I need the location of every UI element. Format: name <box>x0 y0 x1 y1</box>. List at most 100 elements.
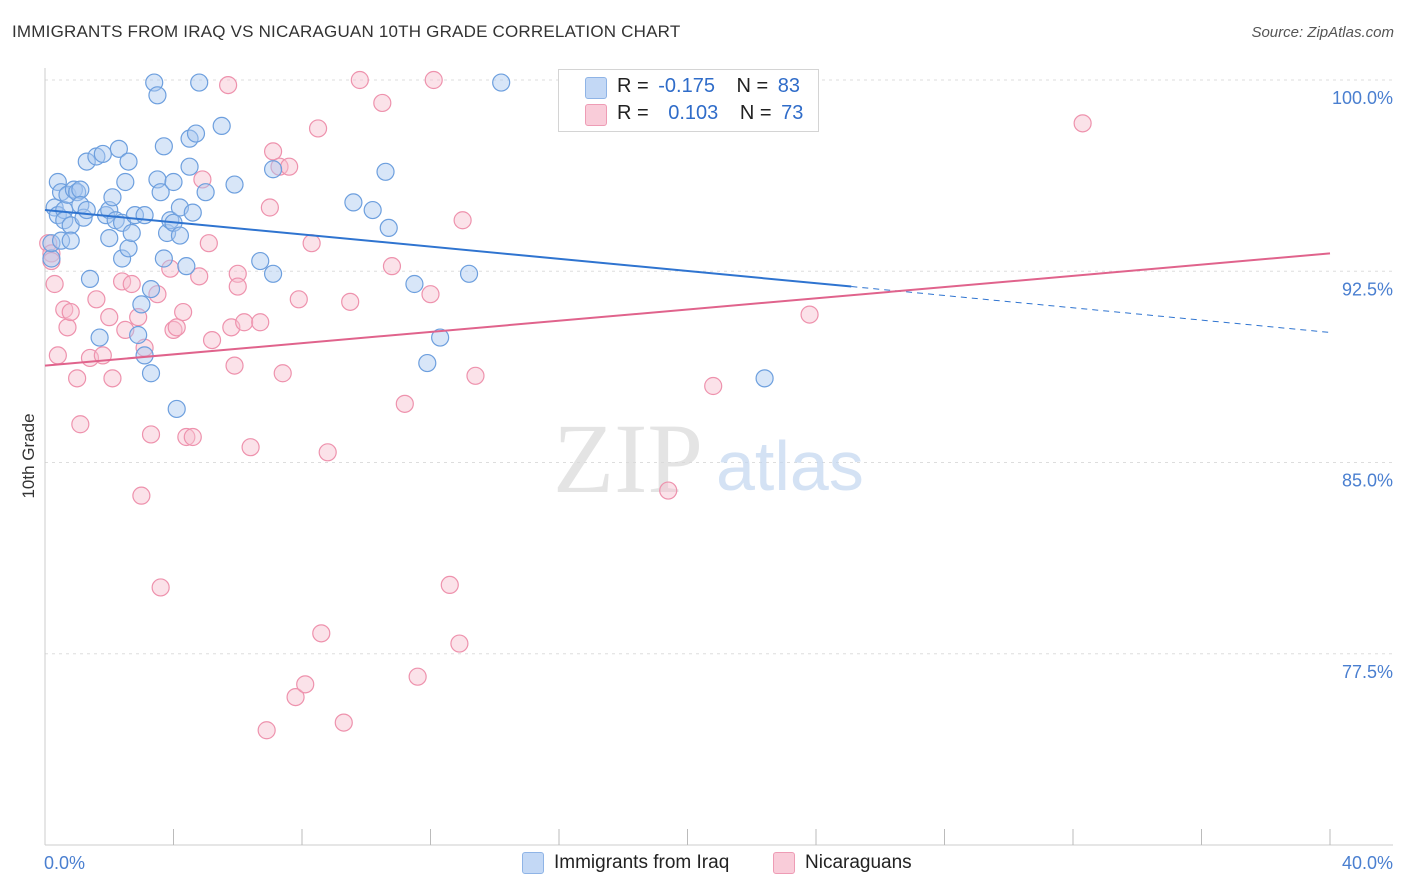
data-point <box>48 346 67 365</box>
data-point <box>263 142 283 161</box>
data-point <box>100 229 119 248</box>
data-point <box>68 369 87 388</box>
data-point <box>251 251 270 271</box>
series-immigrants-from-iraq <box>42 73 774 419</box>
data-point <box>141 280 161 299</box>
data-point <box>286 687 305 707</box>
data-point <box>186 124 206 143</box>
data-point <box>141 364 161 383</box>
data-point <box>71 180 90 199</box>
y-tick-label: 100.0% <box>1332 88 1393 108</box>
data-point <box>260 198 279 217</box>
data-point <box>334 713 353 732</box>
y-axis-label: 10th Grade <box>19 413 38 498</box>
data-point <box>418 353 437 373</box>
data-point <box>119 152 138 171</box>
data-point <box>164 320 183 339</box>
data-point <box>659 481 678 500</box>
data-point <box>405 274 424 294</box>
data-point <box>151 578 170 597</box>
trend-lines <box>44 209 1331 367</box>
x-tick-label: 40.0% <box>1342 853 1393 873</box>
data-point <box>51 231 71 250</box>
data-point <box>132 486 151 505</box>
source-credit: Source: ZipAtlas.com <box>1251 24 1394 41</box>
y-tick-label: 77.5% <box>1342 662 1393 682</box>
y-tick-label: 85.0% <box>1342 471 1393 491</box>
data-point <box>280 157 299 176</box>
data-point <box>71 415 90 434</box>
data-point <box>251 313 270 332</box>
data-point <box>93 144 112 164</box>
data-point <box>440 575 459 595</box>
r-label: R = <box>617 102 649 124</box>
legend-swatch-pink <box>585 104 607 126</box>
data-point <box>241 438 260 457</box>
data-point <box>77 152 96 171</box>
r-value: 0.103 <box>668 102 719 124</box>
data-point <box>61 231 80 250</box>
data-point <box>379 218 398 237</box>
data-point <box>183 427 202 447</box>
data-point <box>363 200 382 220</box>
data-point <box>112 249 132 268</box>
data-point <box>308 119 328 138</box>
data-point <box>263 264 283 283</box>
data-point <box>424 70 443 90</box>
data-point <box>132 295 151 314</box>
data-point <box>273 364 292 383</box>
data-point <box>135 206 154 225</box>
data-point <box>42 249 61 268</box>
data-point <box>64 180 84 199</box>
legend-label: Immigrants from Iraq <box>554 852 730 873</box>
trend-line-iraq-extension <box>851 286 1331 333</box>
data-point <box>225 175 244 194</box>
data-point <box>212 116 231 136</box>
trend-line-nicaraguans <box>44 252 1331 367</box>
data-point <box>154 249 173 268</box>
data-point <box>228 277 247 296</box>
data-point <box>228 264 247 283</box>
r-label: R = <box>617 75 649 97</box>
data-point <box>376 162 395 181</box>
data-point <box>77 200 96 220</box>
data-point <box>61 302 80 322</box>
data-point <box>119 239 138 258</box>
data-point <box>492 73 511 92</box>
data-point <box>164 172 183 192</box>
data-point <box>344 193 363 212</box>
bottom-legend-iraq: Immigrants from Iraq <box>522 852 729 874</box>
axes <box>44 68 1393 846</box>
legend-swatch-pink <box>773 852 795 874</box>
data-point <box>154 137 173 156</box>
tick-labels: 100.0% 92.5% 85.0% 77.5% 0.0% 40.0% <box>44 88 1393 873</box>
data-point <box>466 366 485 385</box>
data-point <box>170 226 190 245</box>
chart-title: IMMIGRANTS FROM IRAQ VS NICARAGUAN 10TH … <box>12 22 681 41</box>
data-point <box>421 285 440 304</box>
gridlines <box>45 79 1393 655</box>
n-value: 73 <box>781 102 804 124</box>
data-point <box>58 318 77 337</box>
data-point <box>450 634 469 653</box>
data-point <box>103 369 122 388</box>
data-point <box>48 172 67 192</box>
data-point <box>395 394 414 413</box>
bottom-legend-nicaraguans: Nicaraguans <box>773 852 912 874</box>
legend-swatch-blue <box>585 77 607 99</box>
watermark-atlas: atlas <box>716 427 864 505</box>
data-point <box>129 325 148 345</box>
data-point <box>382 257 402 276</box>
data-point <box>408 667 427 686</box>
data-point <box>177 427 196 447</box>
data-point <box>109 139 128 158</box>
data-point <box>373 93 392 113</box>
data-point <box>183 203 202 222</box>
data-point <box>122 274 141 294</box>
data-point <box>318 443 337 462</box>
data-point <box>257 721 276 740</box>
data-point <box>225 356 244 375</box>
data-point <box>296 675 315 694</box>
data-point <box>219 75 238 95</box>
data-point <box>100 308 119 327</box>
